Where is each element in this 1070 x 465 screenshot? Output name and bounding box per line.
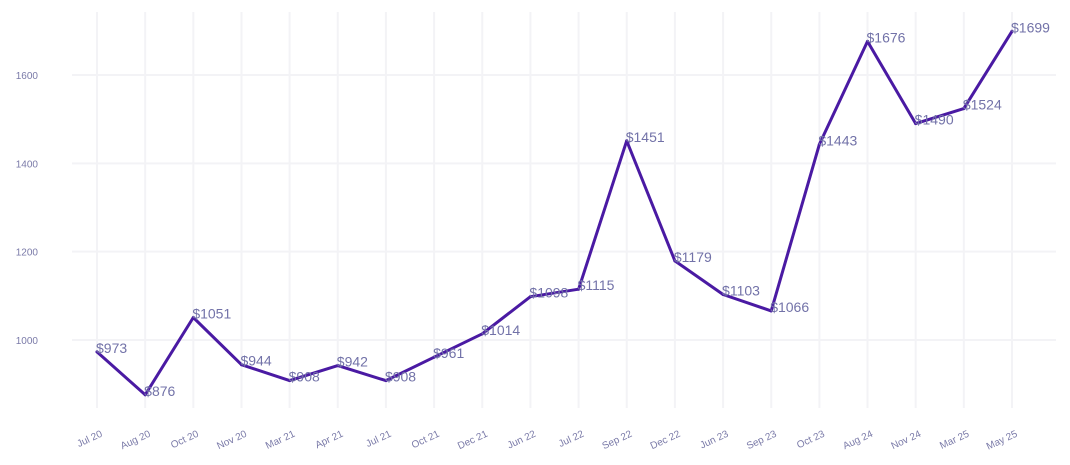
x-tick-label: Jun 23 — [698, 429, 730, 452]
data-point — [191, 315, 195, 319]
x-tick-label: Jul 21 — [364, 429, 393, 450]
data-label: $1179 — [674, 249, 712, 265]
data-point — [914, 122, 918, 126]
x-tick-label: Sep 22 — [601, 429, 635, 453]
x-tick-label: May 25 — [985, 429, 1020, 453]
x-tick-label: Apr 21 — [314, 429, 346, 452]
data-label: $1490 — [915, 112, 954, 128]
data-label: $1115 — [578, 277, 615, 293]
series-line-group — [95, 29, 1014, 397]
data-point — [866, 39, 870, 43]
data-point — [384, 379, 388, 383]
data-label: $944 — [240, 353, 271, 369]
data-label: $1443 — [818, 132, 857, 148]
data-label: $1098 — [529, 285, 568, 301]
y-tick-label: 1400 — [16, 159, 39, 170]
x-tick-label: Jul 22 — [557, 429, 586, 450]
x-tick-label: Mar 25 — [938, 429, 971, 452]
data-point — [673, 259, 677, 263]
data-point — [577, 287, 581, 291]
data-point — [625, 139, 629, 143]
data-label: $942 — [337, 354, 368, 370]
y-tick-label: 1600 — [16, 71, 39, 82]
data-point — [432, 355, 436, 359]
data-point — [288, 379, 292, 383]
data-point — [528, 295, 532, 299]
data-label: $1103 — [722, 283, 760, 299]
data-label: $1699 — [1011, 19, 1050, 35]
x-tick-label: Nov 24 — [890, 429, 924, 453]
y-tick-label: 1200 — [16, 248, 39, 259]
data-label: $1014 — [481, 322, 520, 338]
data-point — [480, 332, 484, 336]
data-point — [143, 393, 147, 397]
grid — [72, 12, 1056, 408]
series-line — [95, 29, 1014, 397]
data-label: $973 — [96, 340, 127, 356]
y-tick-label: 1000 — [16, 336, 39, 347]
data-point — [817, 142, 821, 146]
data-label: $1676 — [867, 29, 906, 45]
y-axis-ticks: 1000 1200 1400 1600 — [16, 71, 39, 347]
x-tick-label: Dec 21 — [456, 429, 490, 453]
data-point — [95, 350, 99, 354]
x-tick-label: Aug 20 — [119, 429, 153, 453]
data-label: $876 — [144, 383, 175, 399]
x-tick-label: Dec 22 — [649, 429, 683, 453]
data-labels: $973 $876 $1051 $944 $908 $942 $908 $961 $1014 $1… — [96, 19, 1050, 398]
x-tick-label: Mar 21 — [264, 429, 297, 452]
x-tick-label: Oct 23 — [795, 429, 827, 452]
data-label: $1524 — [963, 97, 1002, 113]
data-point — [962, 107, 966, 111]
x-tick-label: Aug 24 — [841, 429, 875, 453]
x-tick-label: Oct 20 — [169, 429, 201, 452]
x-axis-ticks: Jul 20 Aug 20 Oct 20 Nov 20 Mar 21 Apr 21 Jul … — [75, 429, 1019, 453]
data-label: $1051 — [192, 305, 231, 321]
x-tick-label: Jul 20 — [75, 429, 104, 450]
x-tick-label: Jun 22 — [506, 429, 538, 452]
data-point — [721, 293, 725, 297]
data-point — [769, 309, 773, 313]
data-point — [1010, 29, 1014, 33]
data-label: $1066 — [770, 299, 809, 315]
x-tick-label: Sep 23 — [745, 429, 779, 453]
data-label: $1451 — [626, 129, 665, 145]
x-tick-label: Oct 21 — [410, 429, 442, 452]
data-label: $908 — [385, 369, 416, 385]
data-label: $961 — [433, 345, 464, 361]
data-point — [336, 364, 340, 368]
data-label: $908 — [289, 369, 320, 385]
data-point — [239, 363, 243, 367]
x-tick-label: Nov 20 — [215, 429, 249, 453]
